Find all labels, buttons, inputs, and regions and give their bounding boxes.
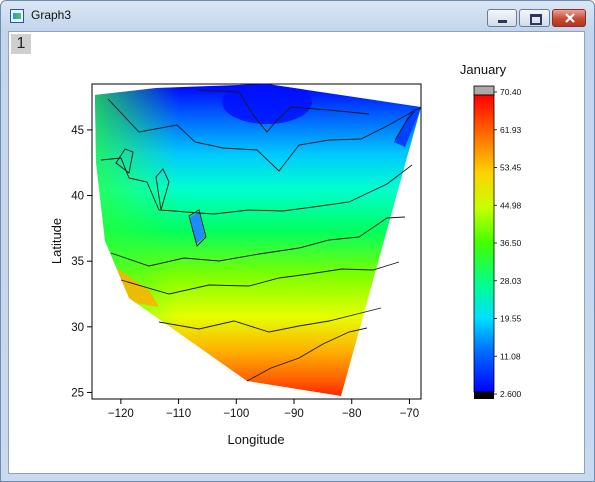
contour-line — [394, 111, 415, 141]
contour-chart: −120 −110 −100 −90 −80 −70 25 30 35 40 45 Longitu… — [49, 62, 522, 447]
colorbar-tick-label: 11.08 — [500, 351, 521, 361]
window-title: Graph3 — [31, 8, 72, 22]
colorbar-tick-label: 19.55 — [500, 314, 522, 324]
contour-line — [107, 98, 422, 172]
y-axis-ticks: 25 30 35 40 45 — [71, 125, 92, 399]
x-tick-label: −80 — [342, 408, 362, 420]
colorbar-tick-label: 2.600 — [500, 389, 522, 399]
graph-window-icon[interactable] — [10, 9, 24, 23]
contour-line — [110, 216, 406, 267]
contour-line — [188, 209, 207, 247]
x-tick-label: −120 — [108, 408, 134, 420]
maximize-button[interactable] — [519, 9, 550, 27]
x-tick-label: −90 — [284, 408, 304, 420]
y-tick-label: 30 — [71, 322, 84, 334]
colorbar-under-color — [474, 392, 494, 399]
x-tick-label: −110 — [166, 408, 191, 420]
contour-line — [115, 148, 134, 174]
plot-frame — [91, 83, 422, 400]
contour-line — [155, 168, 170, 211]
colorbar-ticks: 2.600 11.08 19.55 28.03 36.50 44.98 53.45 61.93… — [494, 87, 522, 399]
southwest-orange-patch — [115, 267, 159, 307]
cold-core-region — [222, 84, 312, 124]
y-tick-label: 25 — [71, 387, 84, 399]
close-button[interactable] — [552, 9, 586, 27]
x-tick-label: −100 — [223, 408, 249, 420]
mountain-blue-patch — [190, 212, 205, 244]
colorbar-tick-label: 36.50 — [500, 238, 522, 248]
x-axis-label: Longitude — [227, 432, 284, 447]
colorbar-tick-label: 70.40 — [500, 87, 522, 97]
contour-line — [100, 157, 413, 215]
title-bar[interactable]: Graph3 — [1, 1, 594, 29]
x-axis-ticks: −120 −110 −100 −90 −80 −70 — [108, 399, 419, 420]
y-tick-label: 35 — [71, 256, 84, 268]
y-tick-label: 40 — [71, 191, 84, 203]
y-axis-label: Latitude — [49, 218, 64, 264]
colorbar-tick-label: 53.45 — [500, 163, 522, 173]
colorbar-title: January — [460, 62, 507, 77]
contour-field — [95, 84, 422, 396]
colorbar-tick-label: 44.98 — [500, 200, 522, 210]
colorbar-over-color — [473, 85, 495, 96]
contour-line — [158, 307, 382, 333]
minimize-button[interactable] — [487, 9, 517, 27]
contour-line — [120, 261, 400, 295]
x-tick-label: −70 — [400, 408, 420, 420]
layer-tab[interactable]: 1 — [11, 34, 31, 54]
colorbar-tick-label: 61.93 — [500, 125, 522, 135]
contour-line — [246, 327, 368, 382]
colorbar-scale — [473, 94, 495, 393]
northeast-blue-patch — [394, 107, 421, 147]
contour-line — [196, 89, 370, 133]
colorbar-tick-label: 28.03 — [500, 276, 522, 286]
graph-page: 1 — [8, 31, 585, 474]
close-icon — [565, 13, 575, 23]
y-tick-label: 45 — [71, 125, 84, 137]
